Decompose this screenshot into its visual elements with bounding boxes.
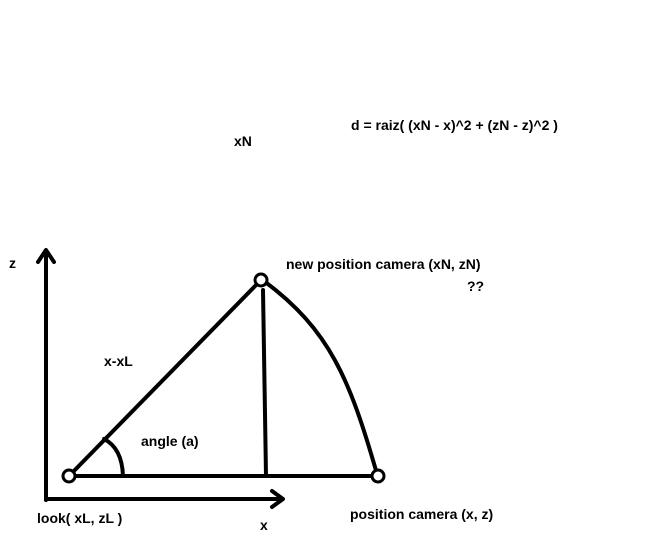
vertical-drop-line bbox=[261, 288, 268, 478]
question-marks: ?? bbox=[467, 278, 485, 294]
look-label: look( xL, zL ) bbox=[37, 510, 123, 526]
z-axis-label: z bbox=[9, 255, 16, 271]
x-minus-xl-label: x-xL bbox=[104, 353, 133, 369]
camera-position-point bbox=[370, 468, 386, 484]
new-position-point bbox=[253, 272, 269, 288]
z-axis-arrowhead bbox=[36, 248, 56, 264]
angle-label: angle (a) bbox=[141, 433, 199, 449]
rotation-arc bbox=[262, 279, 379, 476]
hypotenuse-line bbox=[67, 278, 263, 478]
camera-position-label: position camera (x, z) bbox=[350, 506, 494, 522]
angle-arc bbox=[102, 437, 125, 478]
xn-label: xN bbox=[234, 133, 252, 149]
new-position-label: new position camera (xN, zN) bbox=[286, 256, 481, 272]
distance-formula: d = raiz( (xN - x)^2 + (zN - z)^2 ) bbox=[351, 117, 558, 133]
look-point bbox=[61, 468, 77, 484]
x-axis-label: x bbox=[260, 517, 268, 533]
x-axis-arrowhead bbox=[270, 489, 285, 509]
